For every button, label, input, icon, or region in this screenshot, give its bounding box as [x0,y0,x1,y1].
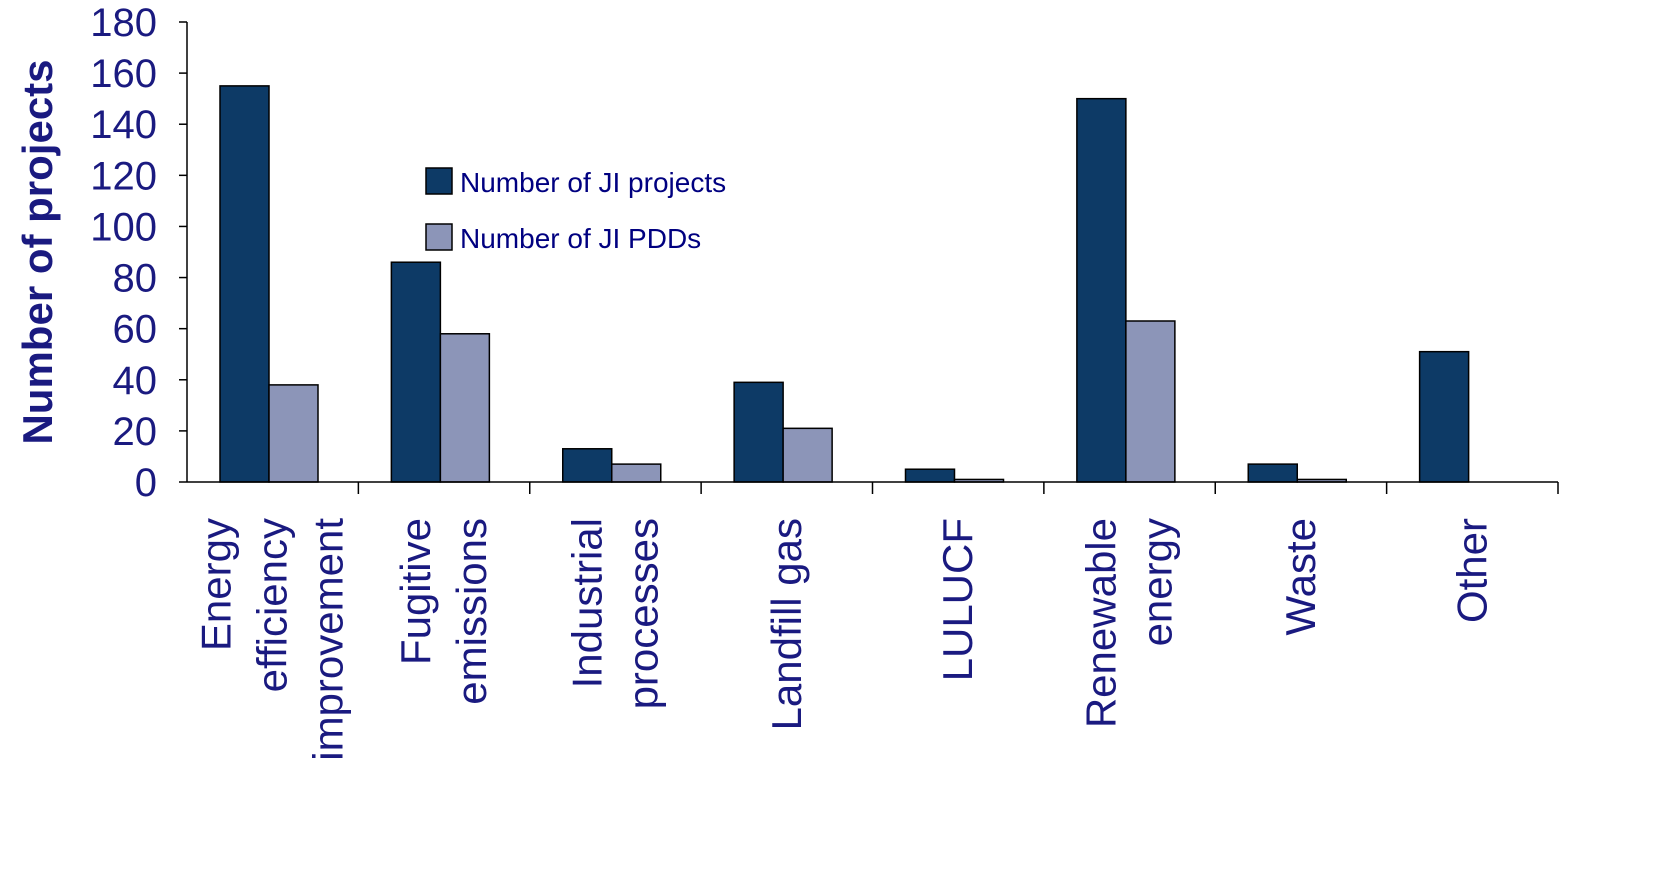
y-tick-label: 80 [113,257,158,301]
x-category-label: Energy [193,518,240,651]
x-category-label: processes [619,518,666,709]
y-tick-label: 60 [113,308,158,352]
x-category-label: Fugitive [392,518,439,665]
bar-series-1-cat-6 [1076,97,1127,483]
x-category-label: Landfill gas [763,518,810,730]
y-tick-label: 20 [113,410,158,454]
bar-series-1-cat-7 [1247,463,1298,483]
legend: Number of JI projects Number of JI PDDs [425,167,726,254]
bar-series-1-cat-4 [733,381,784,483]
legend-label-1: Number of JI projects [460,167,726,198]
bar-series-1-cat-3 [562,448,613,483]
x-category-label: Industrial [563,518,610,688]
bar-series-2-cat-6 [1125,320,1176,483]
y-axis: 0 20 40 60 80 100 120 140 160 180 [90,1,188,505]
bars [219,85,1470,483]
x-category-label: Waste [1277,518,1324,635]
x-category-label: Renewable [1078,518,1125,728]
x-category-label: LULUCF [934,518,981,681]
bar-series-1-cat-1 [219,85,270,483]
y-tick-label: 100 [90,205,157,249]
y-tick-label: 40 [113,359,158,403]
bar-series-2-cat-3 [611,463,662,483]
y-axis-label: Number of projects [14,59,61,444]
legend-swatch-2 [425,223,453,251]
x-category-label: efficiency [249,518,296,692]
y-tick-label: 120 [90,154,157,198]
y-tick-label: 180 [90,1,157,45]
bar-series-2-cat-1 [268,384,319,483]
legend-label-2: Number of JI PDDs [460,223,701,254]
y-tick-label: 0 [135,461,157,505]
bar-series-2-cat-4 [782,427,833,483]
bar-series-1-cat-8 [1418,350,1470,483]
bar-series-2-cat-2 [439,333,491,483]
bar-series-1-cat-5 [904,468,956,483]
y-tick-label: 160 [90,52,157,96]
bar-series-1-cat-2 [390,261,442,483]
x-category-label: improvement [305,518,352,761]
x-category-label: emissions [448,518,495,705]
x-category-label: energy [1134,518,1181,646]
x-axis: Energy efficiency improvement Fugitive emiss… [187,481,1559,761]
legend-swatch-1 [425,167,453,195]
y-tick-label: 140 [90,103,157,147]
x-category-label: Other [1448,518,1495,623]
